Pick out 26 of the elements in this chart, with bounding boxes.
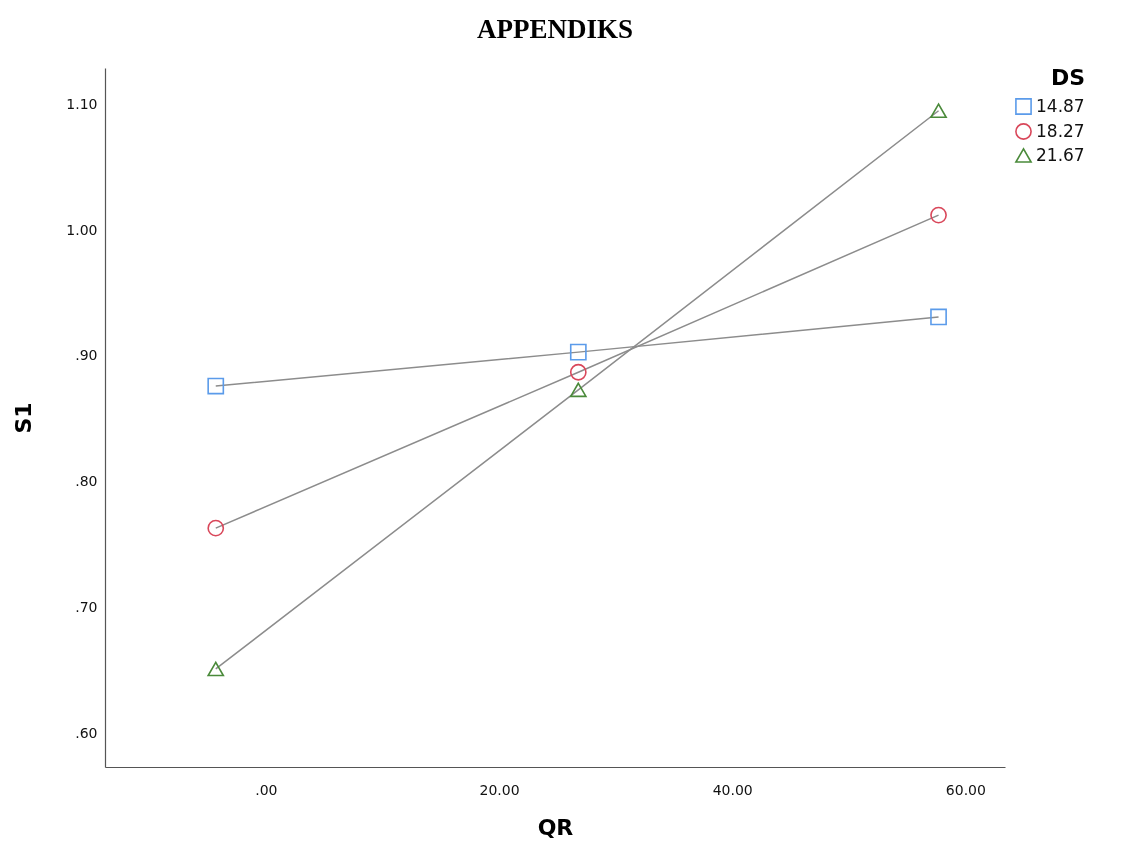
y-axis-title: S1 xyxy=(11,402,37,434)
point xyxy=(569,343,587,361)
x-tick-label: .00 xyxy=(255,781,278,798)
point xyxy=(930,103,947,119)
legend-title: DS xyxy=(1050,65,1085,90)
x-tick-label: 40.00 xyxy=(712,781,753,798)
y-tick-label: 1.00 xyxy=(66,221,98,238)
point xyxy=(207,661,225,677)
point xyxy=(569,382,587,398)
y-tick-label: .60 xyxy=(75,724,98,741)
y-tick-label: 1.10 xyxy=(66,95,98,112)
x-axis-title: QR xyxy=(537,814,574,840)
y-tick-label: .80 xyxy=(75,473,98,490)
x-tick-label: 60.00 xyxy=(945,781,986,798)
legend-label: 14.87 xyxy=(1036,95,1085,116)
legend-label: 18.27 xyxy=(1036,120,1085,141)
chart-title: APPENDIKS xyxy=(476,14,634,44)
point xyxy=(930,206,947,224)
point xyxy=(569,363,587,381)
point xyxy=(207,519,225,537)
point xyxy=(930,308,947,326)
point xyxy=(207,377,225,395)
y-tick-label: .90 xyxy=(75,347,98,364)
y-tick-label: .70 xyxy=(75,598,98,615)
x-tick-label: 20.00 xyxy=(479,781,520,798)
legend-label: 21.67 xyxy=(1036,144,1085,165)
